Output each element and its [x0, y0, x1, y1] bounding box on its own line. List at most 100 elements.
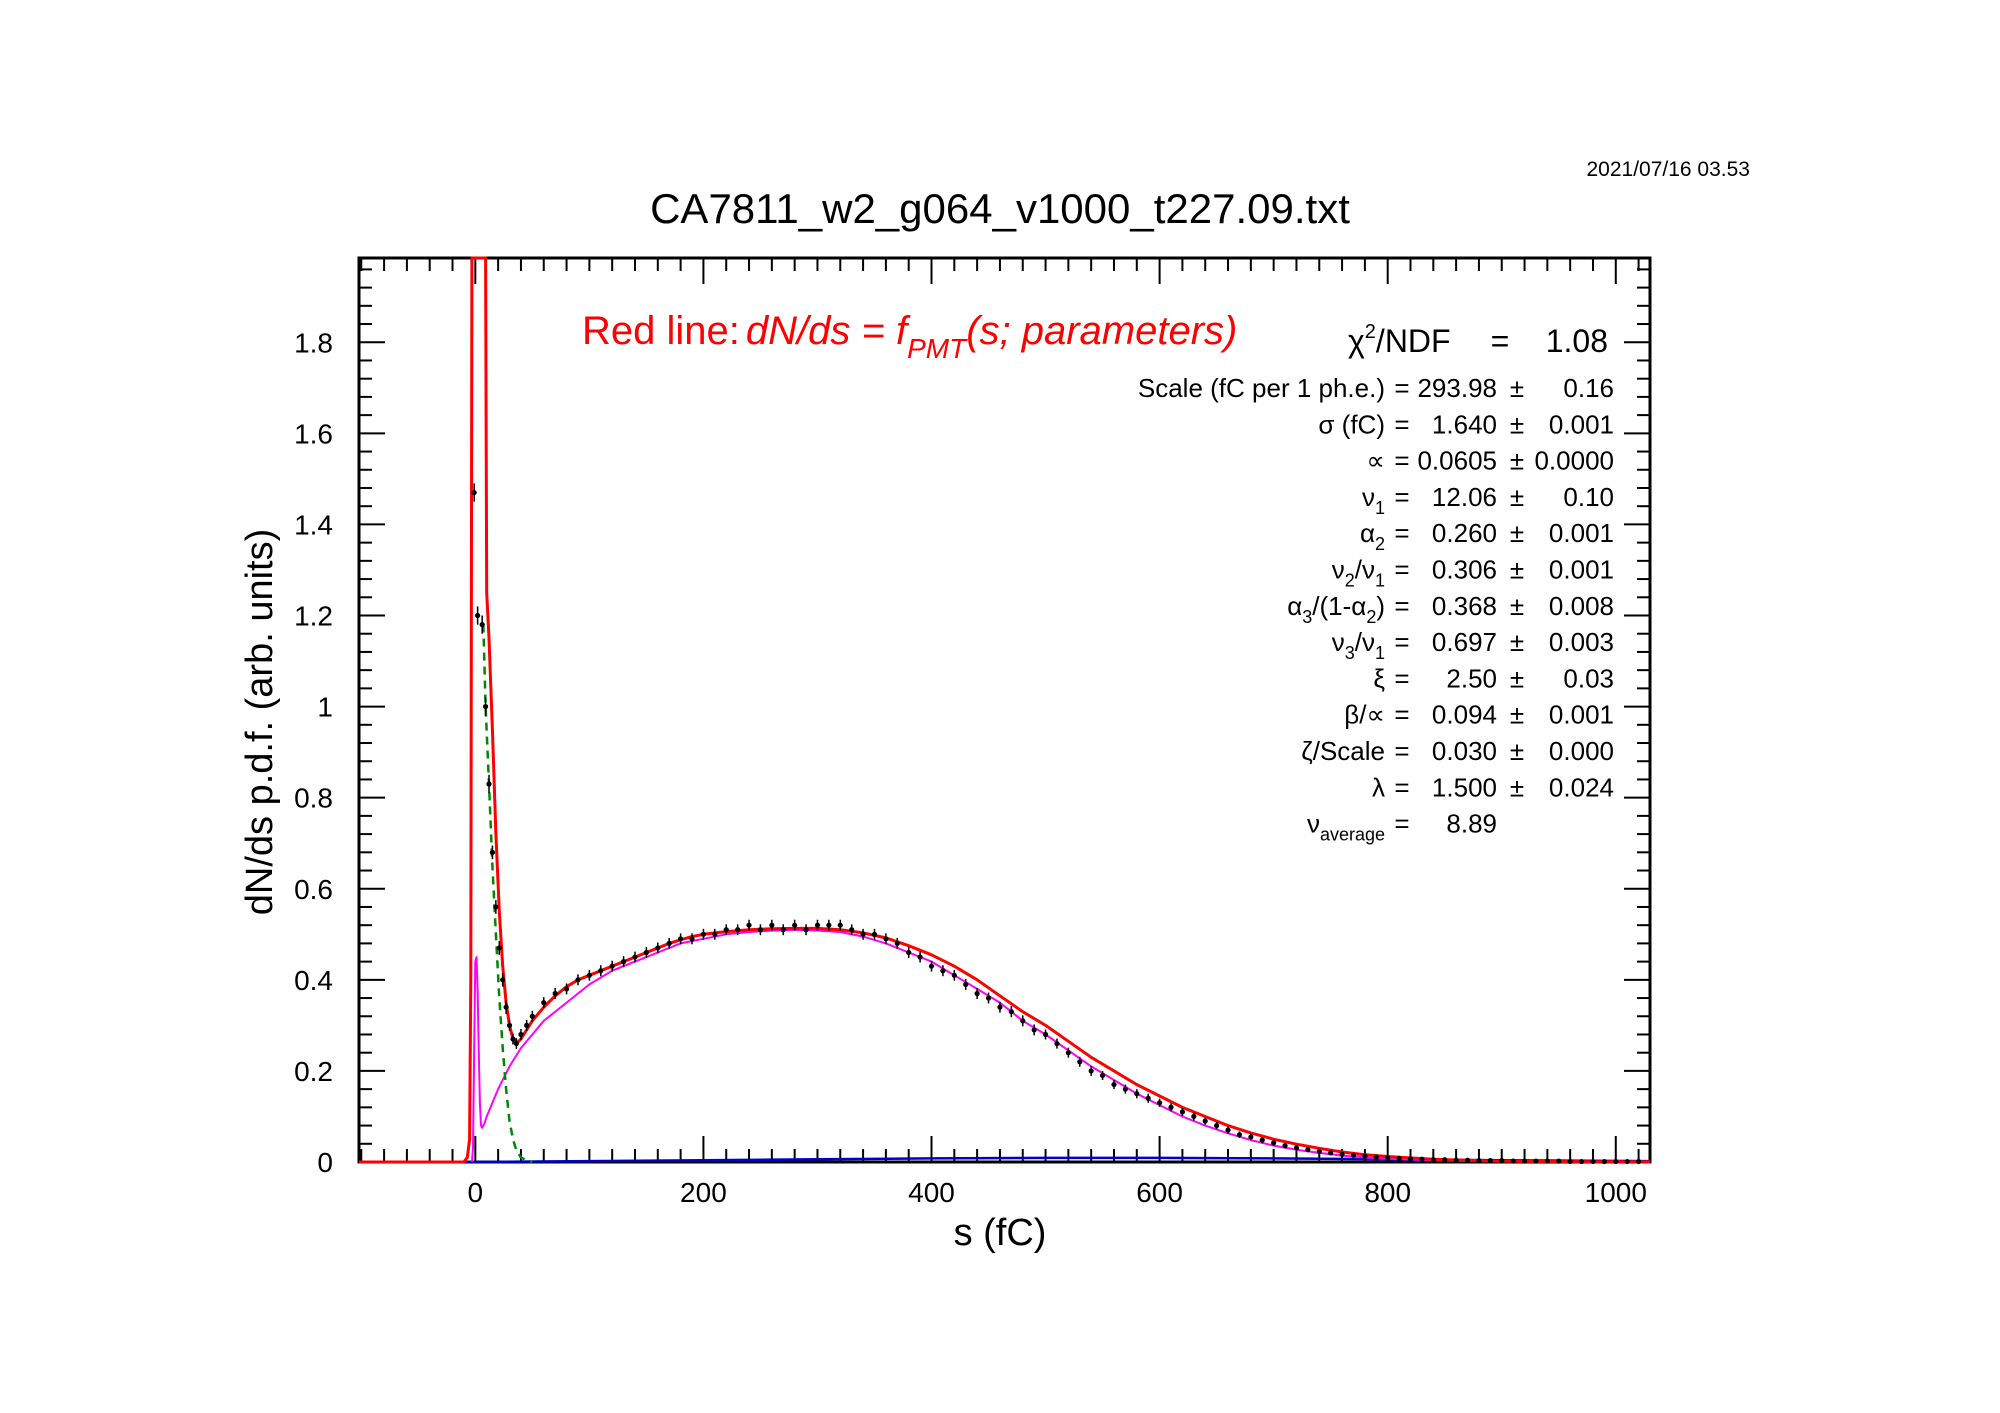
data-marker	[1635, 1158, 1642, 1165]
data-marker	[700, 931, 707, 937]
data-marker	[1031, 1027, 1037, 1033]
param-name: ∝	[1366, 446, 1385, 476]
data-marker	[541, 1000, 547, 1006]
y-tick-label: 0.6	[294, 874, 333, 905]
data-marker	[524, 1022, 530, 1028]
data-point	[493, 900, 499, 914]
data-point	[489, 845, 496, 860]
data-point	[1556, 1158, 1562, 1164]
param-error: 0.003	[1549, 627, 1614, 657]
data-point	[940, 965, 946, 977]
data-point	[917, 951, 923, 963]
data-point	[1225, 1126, 1231, 1134]
data-point	[1362, 1153, 1368, 1159]
data-marker	[1499, 1158, 1505, 1164]
data-marker	[963, 981, 969, 987]
data-point	[518, 1029, 524, 1040]
data-point	[894, 937, 900, 949]
fit-legend: Red line: dN/ds = fPMT(s; parameters)	[582, 309, 1237, 364]
param-name: σ (fC)	[1318, 409, 1385, 439]
y-tick-label: 1.6	[294, 418, 333, 449]
data-point	[1248, 1133, 1254, 1141]
data-point	[1316, 1148, 1322, 1155]
y-tick-label: 1.4	[294, 509, 333, 540]
param-plusminus: ±	[1510, 772, 1524, 802]
data-point	[1099, 1070, 1106, 1081]
data-marker	[1248, 1134, 1254, 1140]
x-tick-label: 600	[1136, 1177, 1183, 1208]
data-point	[1510, 1158, 1516, 1164]
data-point	[1088, 1065, 1094, 1076]
data-point	[471, 483, 477, 502]
data-point	[552, 988, 558, 999]
data-point	[1578, 1158, 1585, 1165]
data-point	[1031, 1024, 1037, 1036]
data-marker	[1362, 1153, 1368, 1159]
data-point	[1385, 1155, 1391, 1161]
data-point	[1601, 1158, 1607, 1165]
data-point	[1236, 1131, 1243, 1138]
data-point	[735, 924, 741, 936]
data-marker	[503, 1004, 509, 1010]
data-marker	[471, 489, 477, 496]
data-point	[1487, 1158, 1493, 1164]
data-marker	[1453, 1157, 1459, 1163]
param-name: β/∝	[1344, 700, 1385, 730]
data-marker	[552, 990, 558, 997]
data-marker	[1544, 1158, 1550, 1164]
data-marker	[1020, 1018, 1026, 1024]
data-point	[906, 947, 912, 958]
data-marker	[746, 922, 752, 928]
param-name: α2​	[1360, 518, 1385, 554]
data-marker	[620, 959, 627, 965]
data-point	[1328, 1150, 1334, 1156]
data-marker	[1430, 1157, 1436, 1163]
data-point	[482, 697, 489, 716]
data-point	[479, 615, 485, 634]
param-name: Scale (fC per 1 ph.e.)	[1138, 373, 1385, 403]
data-marker	[1236, 1132, 1243, 1138]
data-point	[689, 933, 695, 945]
data-marker	[837, 922, 843, 928]
param-equals: =	[1394, 772, 1409, 802]
data-point	[1191, 1112, 1197, 1121]
data-point	[814, 919, 821, 931]
data-point	[1122, 1084, 1128, 1094]
data-point	[1635, 1158, 1642, 1165]
param-plusminus: ±	[1510, 700, 1524, 730]
data-point	[586, 969, 592, 981]
data-point	[746, 919, 752, 931]
data-marker	[894, 940, 900, 947]
data-marker	[1373, 1154, 1379, 1160]
param-row: νaverage​ = 8.89	[1307, 809, 1497, 845]
param-equals: =	[1394, 627, 1409, 657]
param-name: ν1​	[1362, 482, 1385, 518]
y-tick-label: 1.2	[294, 601, 333, 632]
param-equals: =	[1394, 409, 1409, 439]
param-plusminus: ±	[1510, 736, 1524, 766]
data-point	[1350, 1152, 1357, 1158]
data-marker	[632, 954, 638, 960]
data-point	[486, 774, 492, 794]
param-plusminus: ±	[1510, 627, 1524, 657]
data-marker	[1042, 1031, 1049, 1038]
data-point	[563, 983, 570, 995]
data-point	[974, 988, 980, 999]
data-point	[1464, 1157, 1471, 1163]
data-point	[985, 992, 992, 1004]
data-marker	[506, 1022, 513, 1028]
data-marker	[1350, 1152, 1357, 1158]
param-equals: =	[1394, 700, 1409, 730]
param-name: ν3​/ν1​	[1332, 627, 1385, 663]
param-error: 0.024	[1549, 772, 1614, 802]
data-marker	[1601, 1158, 1607, 1165]
data-point	[575, 974, 581, 986]
data-point	[1567, 1158, 1573, 1165]
data-marker	[1487, 1158, 1493, 1164]
data-marker	[1271, 1140, 1277, 1146]
param-value: 0.368	[1432, 591, 1497, 621]
param-equals: =	[1394, 555, 1409, 585]
data-marker	[1613, 1158, 1619, 1165]
data-marker	[1191, 1113, 1197, 1120]
